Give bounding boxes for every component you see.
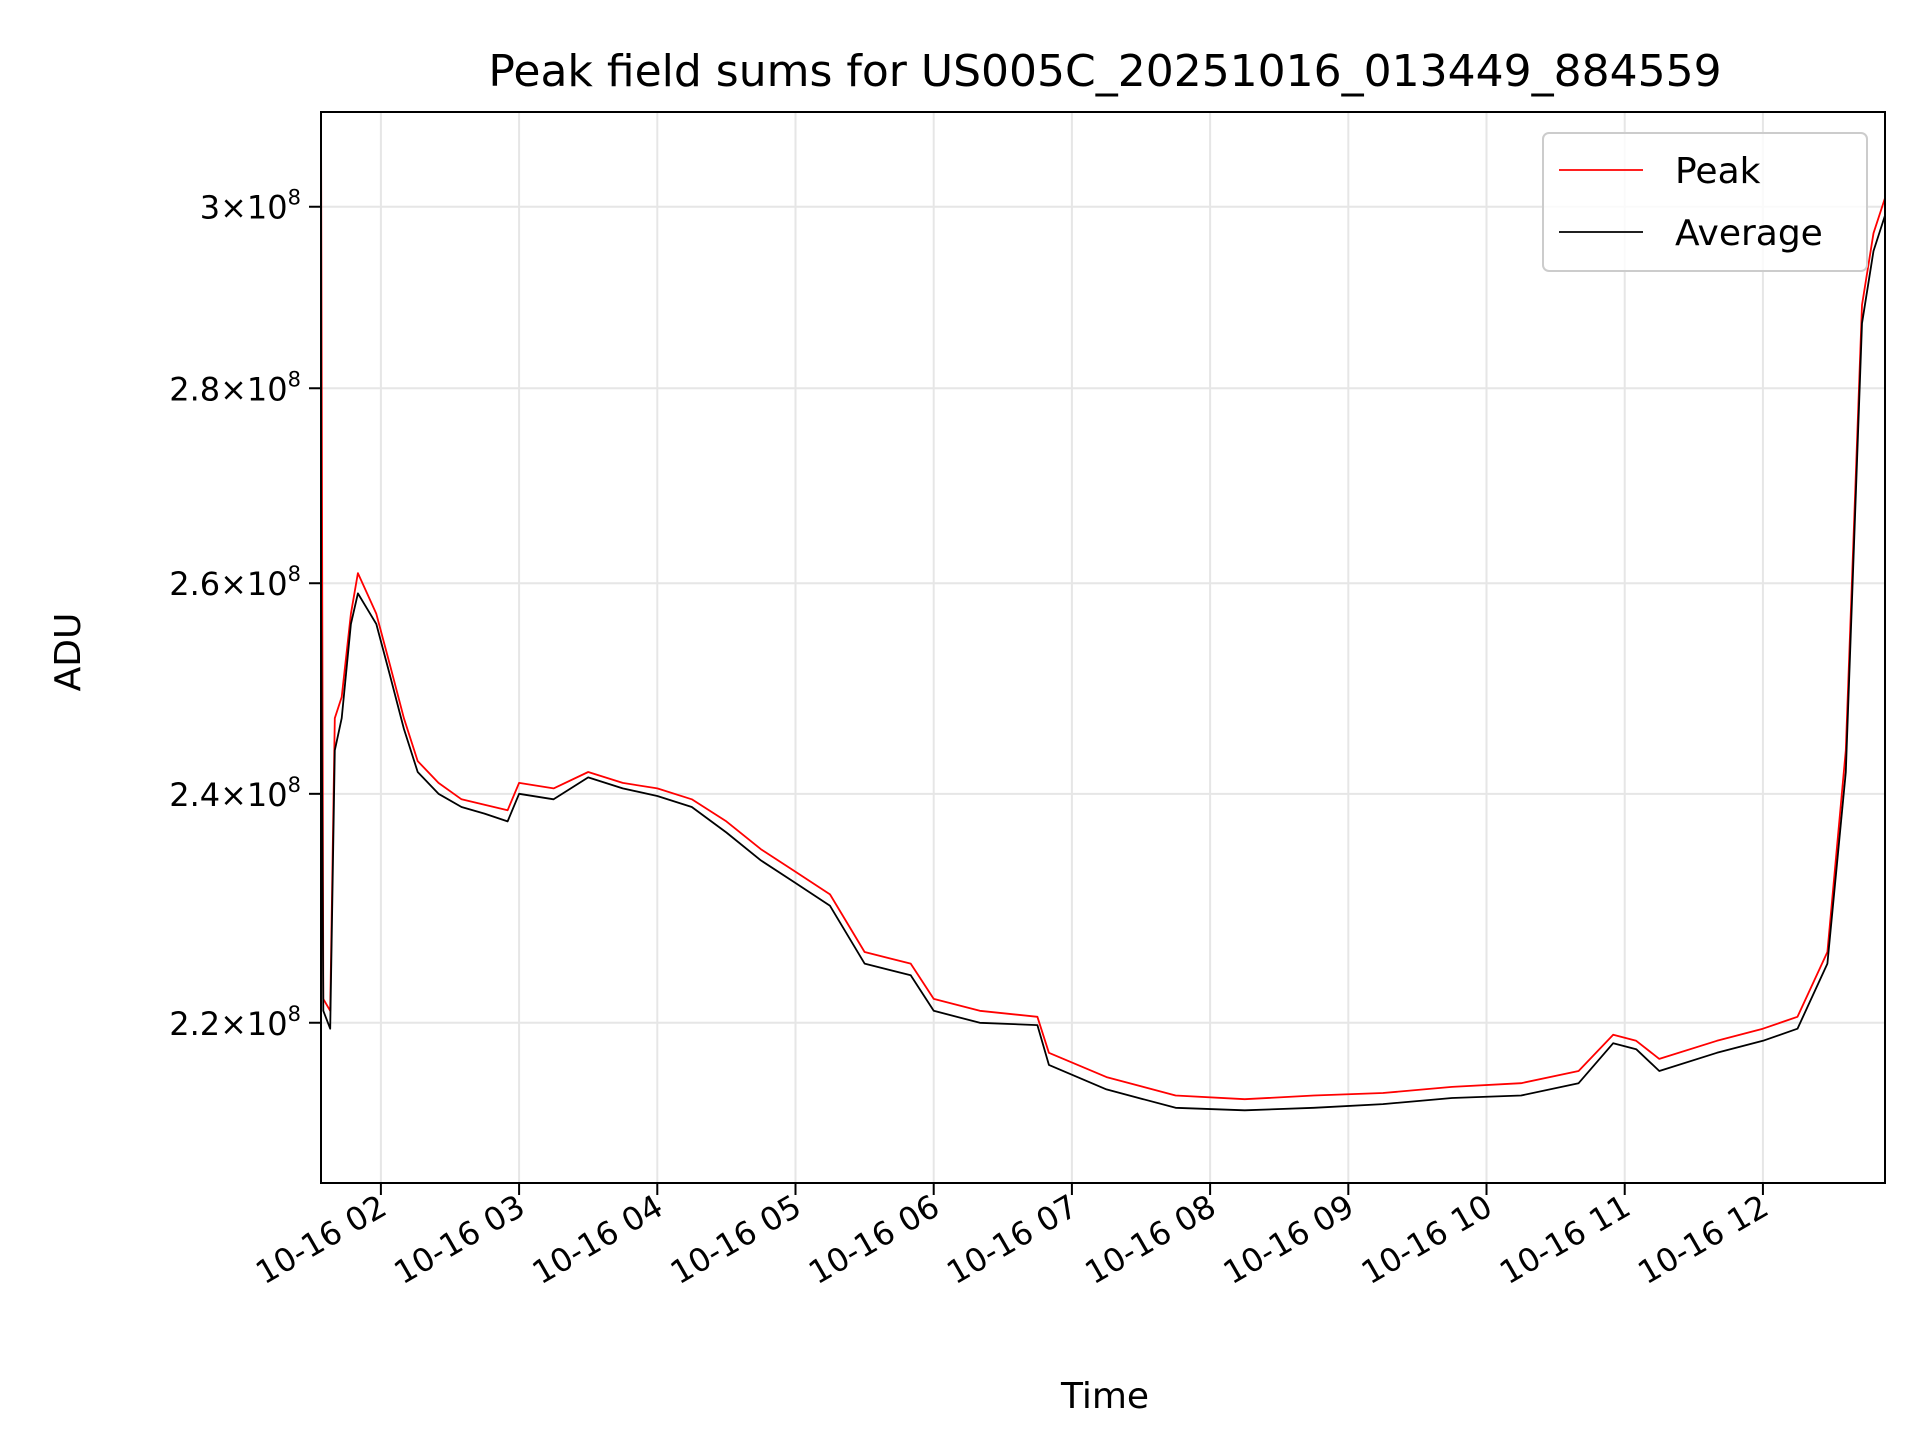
y-axis-label: ADU <box>48 613 89 692</box>
grid <box>321 112 1885 1183</box>
y-tick-exponent: 8 <box>288 367 301 391</box>
y-tick-times: ×10 <box>220 1005 288 1043</box>
y-tick-mantissa: 2.4 <box>169 776 220 814</box>
y-tick-mantissa: 2.6 <box>169 565 220 603</box>
legend: Peak Average <box>1542 132 1868 272</box>
plot-frame <box>320 111 1886 1184</box>
y-tick-mantissa: 3 <box>200 189 220 227</box>
y-tick-mantissa: 2.2 <box>169 1005 220 1043</box>
legend-box <box>1542 132 1868 272</box>
legend-label: Average <box>1675 213 1823 254</box>
y-tick-times: ×10 <box>220 776 288 814</box>
y-tick-label: 2.8×108 <box>169 367 301 408</box>
y-tick-label: 2.4×108 <box>169 773 301 814</box>
series-lines <box>320 111 1886 1112</box>
y-tick-mantissa: 2.8 <box>169 370 220 408</box>
legend-label: Peak <box>1675 151 1761 192</box>
chart-title: Peak field sums for US005C_20251016_0134… <box>488 46 1721 97</box>
series-line-peak <box>320 111 1886 1101</box>
x-axis-label: Time <box>1060 1376 1149 1417</box>
y-tick-exponent: 8 <box>288 186 301 210</box>
y-tick-label: 2.6×108 <box>169 562 301 603</box>
series-line-average <box>320 215 1886 1112</box>
y-tick-times: ×10 <box>220 370 288 408</box>
y-tick-label: 3×108 <box>200 186 301 227</box>
y-tick-times: ×10 <box>220 189 288 227</box>
y-tick-label: 2.2×108 <box>169 1002 301 1043</box>
y-tick-exponent: 8 <box>288 562 301 586</box>
y-tick-exponent: 8 <box>288 1002 301 1026</box>
y-tick-exponent: 8 <box>288 773 301 797</box>
y-tick-times: ×10 <box>220 565 288 603</box>
